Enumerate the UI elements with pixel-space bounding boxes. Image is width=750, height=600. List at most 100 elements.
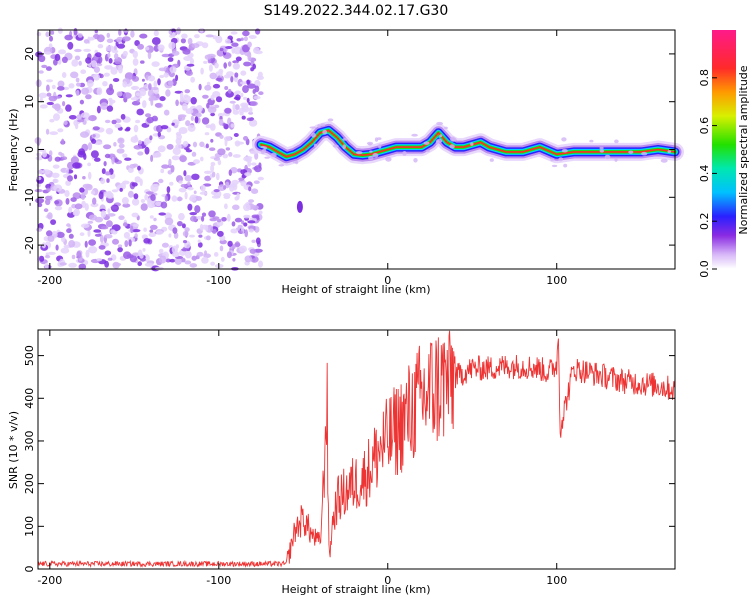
noise-blob bbox=[172, 227, 178, 234]
noise-blob bbox=[112, 78, 120, 82]
noise-blob bbox=[103, 144, 112, 150]
noise-blob bbox=[99, 234, 104, 243]
noise-blob bbox=[217, 112, 224, 118]
y-tick-label: 500 bbox=[23, 345, 36, 366]
noise-blob bbox=[45, 198, 51, 206]
noise-blob bbox=[123, 231, 130, 239]
noise-blob bbox=[184, 175, 192, 182]
noise-blob bbox=[225, 147, 231, 151]
noise-blob bbox=[219, 134, 224, 139]
noise-blob bbox=[250, 67, 255, 72]
noise-blob bbox=[209, 147, 216, 151]
noise-blob bbox=[96, 105, 101, 114]
noise-blob bbox=[71, 59, 79, 67]
noise-blob bbox=[108, 58, 113, 64]
noise-blob bbox=[68, 206, 73, 214]
ridge-speck bbox=[436, 138, 443, 144]
noise-blob bbox=[180, 38, 186, 44]
noise-blob bbox=[50, 30, 55, 35]
noise-blob bbox=[219, 47, 224, 52]
snr-frame bbox=[37, 329, 676, 570]
noise-blob bbox=[122, 50, 128, 57]
noise-blob bbox=[45, 183, 52, 190]
noise-blob bbox=[242, 30, 250, 37]
noise-blob bbox=[204, 175, 212, 182]
noise-blob bbox=[118, 65, 123, 74]
noise-blob bbox=[92, 134, 96, 138]
noise-blob bbox=[147, 89, 154, 98]
noise-blob bbox=[75, 89, 80, 97]
noise-blob bbox=[100, 178, 106, 185]
noise-blob bbox=[50, 219, 57, 226]
noise-blob bbox=[54, 103, 61, 111]
noise-blob bbox=[124, 157, 132, 161]
noise-blob bbox=[117, 137, 125, 144]
noise-blob bbox=[36, 31, 42, 37]
spectrogram-noise bbox=[34, 27, 264, 272]
colorbar-ticks: 0.0 0.2 0.4 0.6 0.8 bbox=[698, 69, 717, 278]
noise-blob bbox=[159, 255, 167, 264]
ridge-speck bbox=[443, 126, 448, 130]
noise-blob bbox=[112, 238, 119, 245]
noise-blob bbox=[174, 257, 182, 265]
colorbar: 0.0 0.2 0.4 0.6 0.8 Normalized spectral ampl… bbox=[698, 30, 750, 278]
noise-blob bbox=[96, 34, 105, 43]
noise-blob bbox=[88, 214, 98, 221]
noise-blob bbox=[224, 181, 230, 189]
noise-blob bbox=[185, 149, 193, 153]
noise-blob bbox=[214, 62, 219, 69]
noise-blob bbox=[176, 133, 183, 141]
noise-blob bbox=[76, 251, 82, 259]
noise-blob bbox=[97, 44, 104, 49]
noise-blob bbox=[212, 83, 221, 89]
ridge-speck bbox=[368, 155, 374, 161]
noise-blob bbox=[231, 183, 236, 187]
noise-blob bbox=[166, 143, 174, 150]
noise-blob bbox=[101, 226, 109, 230]
noise-blob bbox=[57, 27, 63, 34]
noise-blob bbox=[254, 226, 260, 233]
noise-blob bbox=[147, 200, 156, 209]
noise-blob bbox=[94, 157, 101, 162]
spectrogram-xlabel: Height of straight line (km) bbox=[281, 283, 430, 296]
noise-blob bbox=[74, 48, 82, 53]
noise-blob bbox=[53, 113, 60, 121]
noise-blob bbox=[74, 203, 83, 210]
noise-blob bbox=[224, 86, 229, 90]
noise-blob bbox=[59, 262, 67, 266]
noise-blob bbox=[39, 104, 48, 109]
noise-blob bbox=[258, 210, 263, 215]
noise-blob bbox=[122, 180, 130, 185]
noise-blob bbox=[167, 80, 174, 86]
noise-blob bbox=[176, 196, 183, 202]
noise-blob bbox=[61, 156, 68, 160]
noise-blob bbox=[204, 84, 212, 91]
noise-blob bbox=[139, 178, 143, 187]
noise-blob bbox=[191, 255, 197, 261]
noise-blob bbox=[102, 81, 108, 87]
noise-blob bbox=[133, 124, 139, 133]
noise-blob bbox=[181, 223, 186, 229]
noise-blob bbox=[68, 83, 75, 89]
noise-blob bbox=[68, 115, 77, 120]
noise-blob bbox=[78, 263, 87, 270]
noise-blob bbox=[42, 150, 47, 158]
noise-blob bbox=[35, 79, 42, 88]
noise-blob bbox=[36, 176, 42, 181]
noise-blob bbox=[71, 254, 76, 260]
noise-blob bbox=[137, 140, 143, 145]
noise-blob bbox=[246, 79, 250, 86]
x-tick-label: 100 bbox=[546, 274, 567, 287]
ridge-speck bbox=[470, 142, 474, 146]
noise-blob bbox=[182, 140, 189, 147]
noise-blob bbox=[169, 258, 176, 263]
noise-blob bbox=[94, 233, 102, 237]
noise-blob bbox=[244, 255, 253, 263]
noise-blob bbox=[66, 223, 71, 227]
noise-blob bbox=[68, 240, 76, 248]
ridge-speck bbox=[261, 148, 267, 153]
ridge-speck bbox=[320, 123, 326, 127]
noise-blob bbox=[217, 159, 222, 166]
noise-blob bbox=[205, 224, 209, 232]
